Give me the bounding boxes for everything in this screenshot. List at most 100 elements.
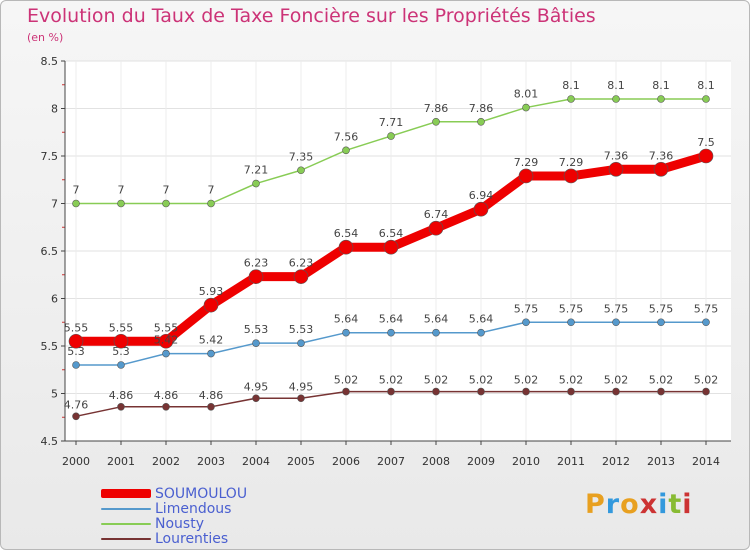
data-label: 5.64 [379,313,404,326]
legend-item: Lourenties [101,531,247,547]
data-label: 7.71 [379,116,404,129]
data-point [612,95,620,103]
data-point [383,239,399,255]
data-label: 5.55 [64,321,89,334]
y-tick-label: 5 [51,388,58,401]
y-tick-label: 6 [51,293,58,306]
data-label: 7.5 [697,136,715,149]
logo-letter: i [682,489,693,520]
data-label: 6.74 [424,208,449,221]
data-label: 4.95 [289,380,314,393]
data-point [252,394,260,403]
data-label: 8.1 [652,79,670,92]
legend-label: Limendous [155,500,232,517]
data-point [522,387,530,396]
data-label: 7.35 [289,150,314,163]
chart-title: Evolution du Taux de Taxe Foncière sur l… [27,5,596,27]
data-point [338,239,354,255]
data-point [162,199,170,208]
data-label: 7 [163,184,170,197]
x-tick-label: 2009 [467,455,495,468]
data-label: 5.53 [244,323,269,336]
legend-swatch [101,507,151,510]
x-tick-label: 2003 [197,455,225,468]
data-label: 5.02 [649,374,674,387]
data-point [608,162,624,177]
y-tick-label: 4.5 [41,435,59,448]
data-point [72,361,80,369]
x-tick-label: 2010 [512,455,540,468]
data-label: 7.36 [649,149,674,162]
data-point [203,297,219,313]
data-point [477,387,485,396]
data-label: 7 [73,184,80,197]
data-point [207,199,215,208]
data-label: 4.86 [154,389,179,402]
x-tick-label: 2011 [557,455,585,468]
data-point [158,333,174,349]
data-point [657,318,665,327]
data-label: 8.1 [607,79,625,92]
data-label: 6.94 [469,189,494,202]
logo-letter: x [639,489,659,520]
data-point [252,339,260,347]
data-label: 5.02 [694,374,719,387]
data-label: 7 [208,184,215,197]
x-tick-label: 2005 [287,455,315,468]
data-label: 5.75 [649,302,674,315]
data-point [387,387,395,396]
data-label: 6.23 [289,257,314,270]
data-label: 5.75 [604,302,629,315]
data-label: 5.93 [199,285,224,298]
data-point [293,269,309,284]
data-label: 5.3 [67,345,85,358]
data-point [342,387,350,396]
data-label: 5.75 [694,302,719,315]
data-label: 5.75 [559,302,584,315]
legend-label: Nousty [155,515,204,532]
data-point [702,95,710,103]
data-label: 7.36 [604,149,629,162]
data-label: 5.42 [154,334,179,347]
data-point [387,132,395,140]
data-label: 5.53 [289,323,314,336]
data-point [612,318,620,327]
data-point [432,387,440,396]
data-point [113,333,129,349]
data-label: 7.56 [334,130,359,143]
data-point [612,387,620,396]
logo-letter: r [605,489,621,520]
data-point [702,318,710,327]
logo-letter: t [668,489,683,520]
data-label: 5.02 [334,374,359,387]
data-point [567,95,575,103]
data-point [297,339,305,347]
data-point [473,201,489,217]
data-point [72,199,80,208]
x-tick-label: 2014 [692,455,720,468]
data-point [522,318,530,327]
data-label: 7.21 [244,164,269,177]
x-tick-label: 2012 [602,455,630,468]
data-point [702,387,710,396]
legend-item: Nousty [101,515,247,532]
data-label: 6.54 [334,227,359,240]
x-tick-label: 2001 [107,455,135,468]
logo-letter: P [585,489,606,520]
data-point [162,349,170,358]
data-label: 7.86 [424,102,449,115]
data-point [248,269,264,284]
data-label: 8.01 [514,88,539,101]
legend-swatch [101,522,151,525]
x-tick-label: 2002 [152,455,180,468]
y-tick-label: 7.5 [41,150,59,163]
data-point [68,333,84,349]
data-point [432,118,440,126]
x-tick-label: 2007 [377,455,405,468]
data-label: 4.86 [199,389,224,402]
data-point [342,146,350,155]
x-tick-label: 2008 [422,455,450,468]
data-point [117,361,125,369]
